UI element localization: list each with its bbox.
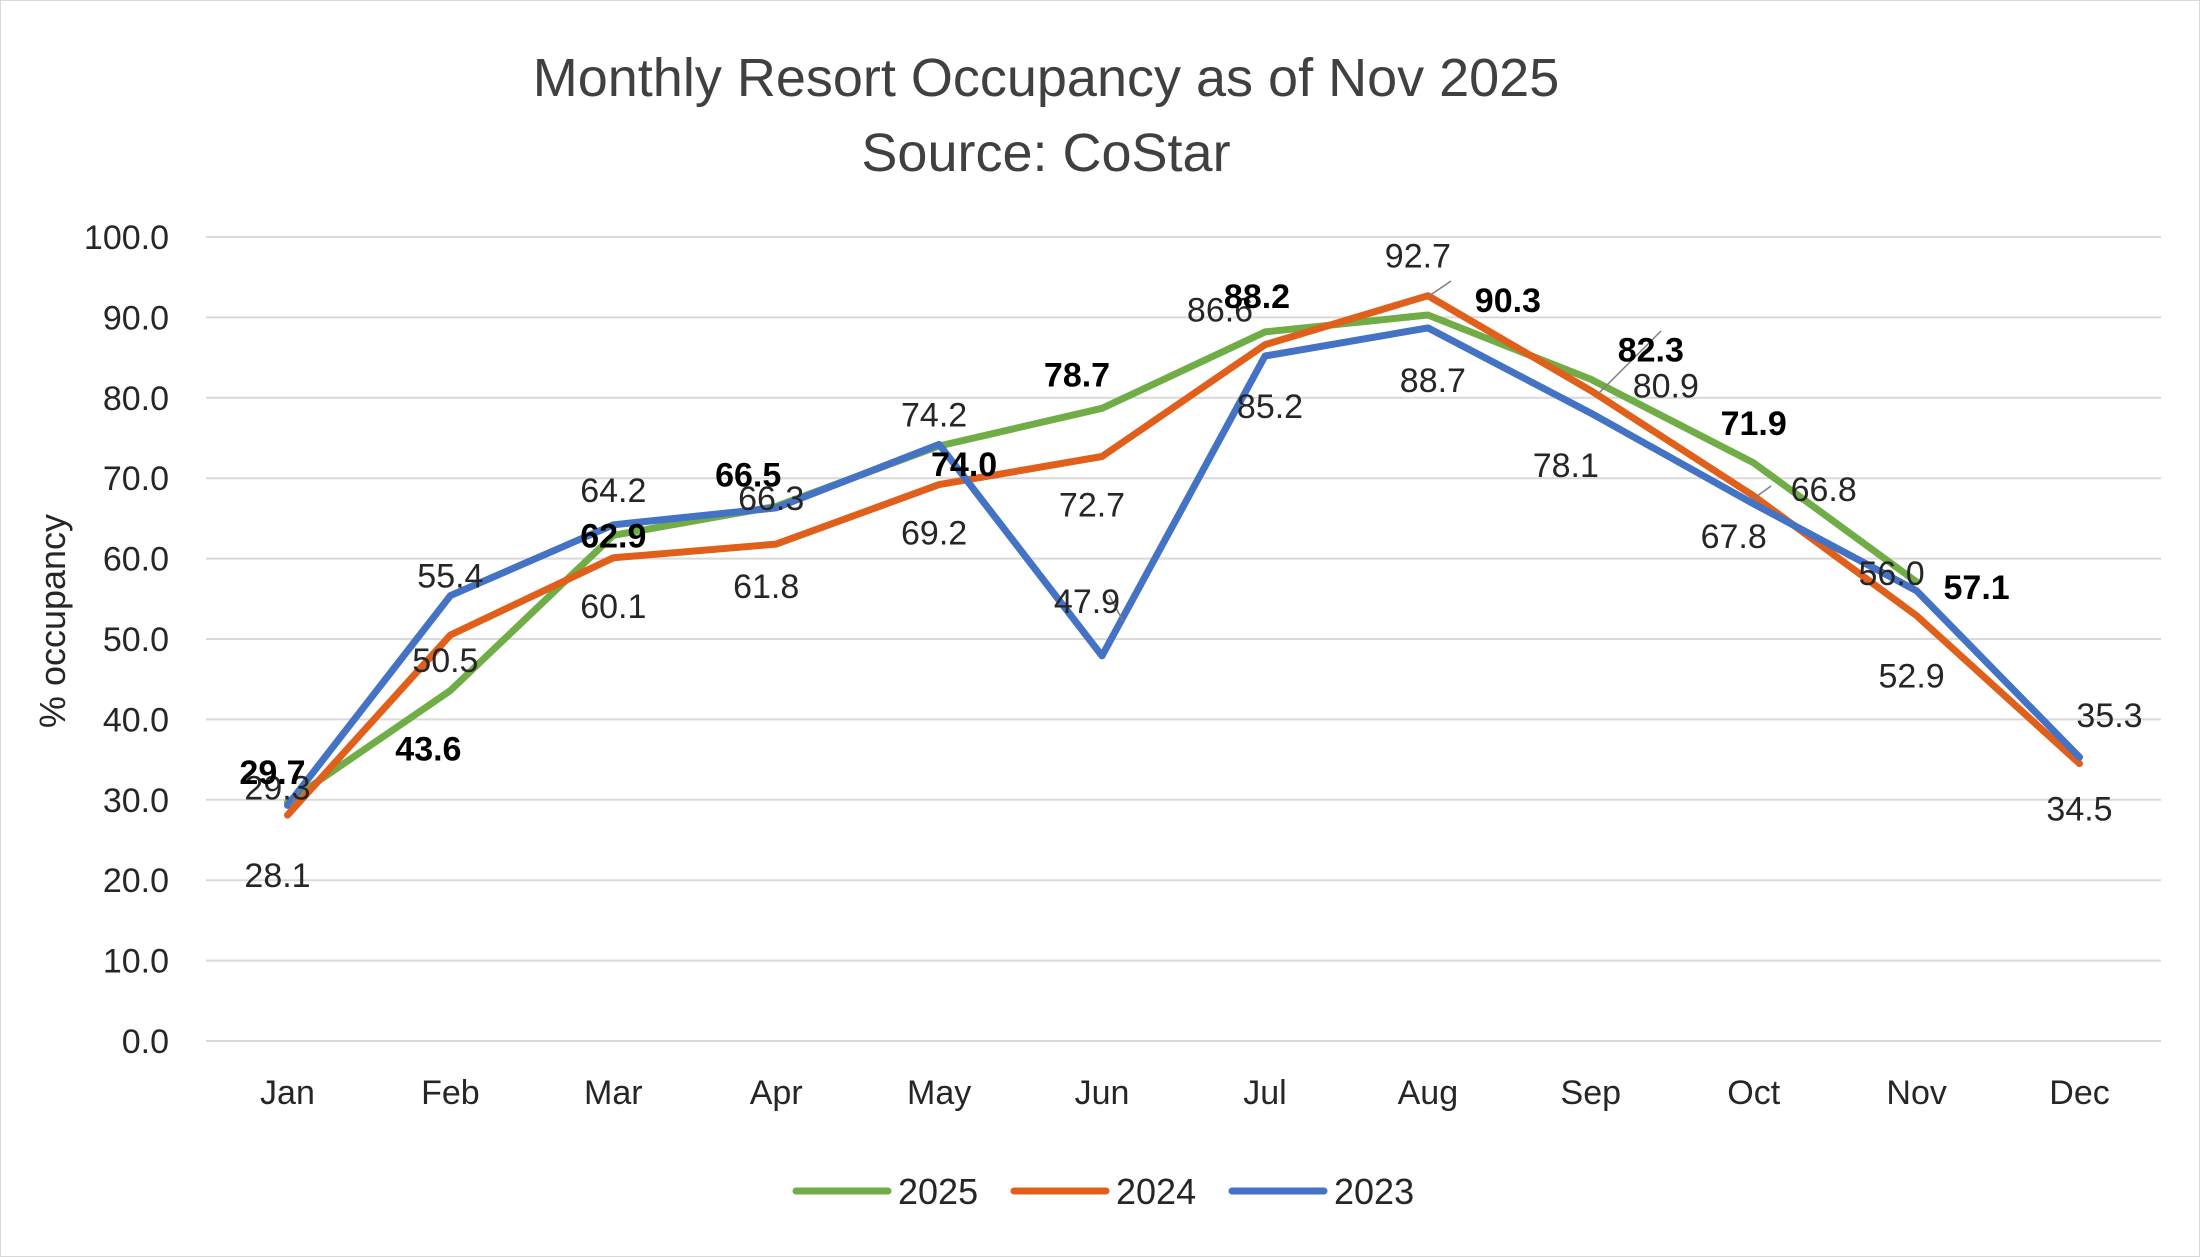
x-tick-label: Sep [1561,1074,1622,1112]
leader-line [1597,330,1662,395]
series-lines [284,292,2083,819]
legend: 2025 2024 2023 [792,1171,1414,1212]
label-leader-lines [289,280,1772,808]
data-label-2025: 43.6 [395,731,461,769]
data-label-2024: 28.1 [244,857,310,895]
data-label-2023: 64.2 [580,472,646,510]
legend-label-2023: 2023 [1334,1171,1414,1212]
data-label-2025: 78.7 [1044,356,1110,394]
data-label-2024: 67.8 [1701,518,1767,556]
data-label-2023: 55.4 [417,558,483,596]
data-label-2024: 60.1 [580,588,646,626]
x-tick-label: Mar [584,1074,643,1112]
data-label-2023: 35.3 [2076,697,2142,735]
leader-line [1108,594,1124,622]
x-tick-label: Dec [2049,1074,2109,1112]
gridlines [206,236,2161,1042]
data-label-2024: 61.8 [733,568,799,606]
data-label-2023: 56.0 [1859,555,1925,593]
data-label-2023: 66.8 [1791,471,1857,509]
y-tick-label: 20.0 [103,862,169,900]
y-tick-label: 100.0 [84,219,169,257]
x-tick-label: Nov [1886,1074,1946,1112]
y-tick-label: 50.0 [103,621,169,659]
x-tick-label: Oct [1727,1074,1780,1112]
data-label-2023: 74.2 [901,396,967,434]
x-tick-label: May [907,1074,971,1112]
data-label-2023: 85.2 [1237,388,1303,426]
y-tick-label: 30.0 [103,782,169,820]
series-line-2023 [284,324,2083,809]
x-tick-label: Jan [260,1074,315,1112]
data-label-2024: 52.9 [1879,658,1945,696]
x-tick-label: Jul [1243,1074,1286,1112]
legend-label-2025: 2025 [898,1171,978,1212]
y-tick-label: 70.0 [103,460,169,498]
y-axis-label: % occupancy [32,514,73,728]
x-tick-label: Feb [421,1074,480,1112]
data-label-2024: 86.6 [1187,292,1253,330]
data-label-2024: 50.5 [412,642,478,680]
data-label-2023: 88.7 [1400,362,1466,400]
data-labels: 28.1 50.5 60.1 61.8 69.2 72.7 86.6 92.7 80.9 67.8… [239,238,2142,895]
y-tick-label: 0.0 [122,1023,169,1061]
data-label-2025: 88.2 [1224,278,1290,316]
data-label-2024: 80.9 [1633,368,1699,406]
data-label-2023: 66.3 [738,480,804,518]
data-label-2024: 69.2 [901,515,967,553]
y-tick-label: 80.0 [103,380,169,418]
data-label-2023: 78.1 [1533,447,1599,485]
y-tick-label: 10.0 [103,943,169,981]
legend-label-2024: 2024 [1116,1171,1196,1212]
data-label-2025: 90.3 [1475,282,1541,320]
data-label-2023: 47.9 [1054,583,1120,621]
chart-subtitle: Source: CoStar [861,123,1230,183]
chart-title: Monthly Resort Occupancy as of Nov 2025 [533,48,1560,108]
data-label-2025: 29.7 [239,754,305,792]
y-tick-label: 40.0 [103,701,169,739]
x-tick-label: Aug [1398,1074,1459,1112]
data-label-2025: 57.1 [1944,569,2010,607]
leader-line [1752,485,1772,500]
x-tick-label: Jun [1075,1074,1130,1112]
data-label-2025: 71.9 [1721,405,1787,443]
leader-line [1428,280,1452,297]
leader-line [289,786,302,808]
x-axis-ticks: Jan Feb Mar Apr May Jun Jul Aug Sep Oct Nov Dec [260,1074,2110,1112]
data-label-2025: 74.0 [931,446,997,484]
data-label-2025: 66.5 [715,456,781,494]
data-label-2025: 62.9 [580,517,646,555]
data-label-2024: 34.5 [2046,791,2112,829]
x-tick-label: Apr [750,1074,803,1112]
data-label-2024: 92.7 [1385,238,1451,276]
y-tick-label: 90.0 [103,299,169,337]
y-axis-ticks: 0.0 10.0 20.0 30.0 40.0 50.0 60.0 70.0 80.0 90.0 1… [84,219,169,1061]
data-label-2025: 82.3 [1618,331,1684,369]
data-label-2023: 29.3 [244,769,310,807]
data-label-2024: 72.7 [1059,487,1125,525]
y-tick-label: 60.0 [103,541,169,579]
